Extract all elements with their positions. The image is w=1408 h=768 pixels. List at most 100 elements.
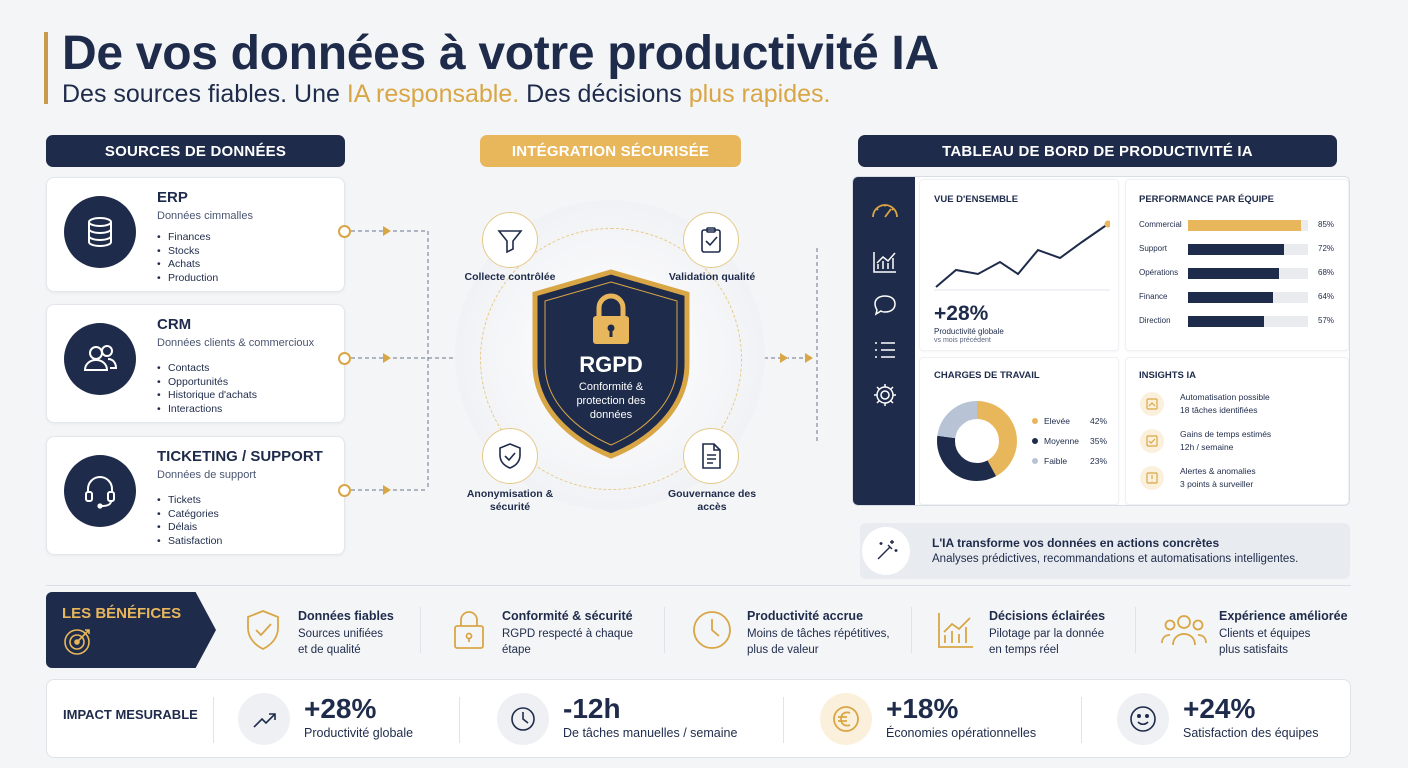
- legend-value: 35%: [1090, 436, 1108, 446]
- impact-value: -12h: [563, 693, 621, 724]
- divider: [1081, 697, 1082, 743]
- title-accent-bar: [44, 32, 48, 104]
- panel-title: CHARGES DE TRAVAIL: [934, 370, 1040, 381]
- benefit-line: et de qualité: [298, 644, 361, 656]
- legend-label: Moyenne: [1044, 436, 1079, 446]
- chart-icon[interactable]: [871, 249, 899, 280]
- overview-sublabel: vs mois précédent: [934, 337, 991, 344]
- list-item: Contacts: [157, 362, 257, 376]
- list-item: Achats: [157, 258, 218, 272]
- source-card-crm: CRM Données clients & commercioux Contac…: [46, 304, 345, 423]
- database-icon: [64, 196, 136, 268]
- donut-slice: [937, 401, 1017, 481]
- sources-section-header: SOURCES DE DONNÉES: [46, 135, 345, 167]
- clipboard-check-icon: [683, 212, 739, 268]
- bar-fill: [1188, 292, 1274, 303]
- benefit-line: Clients et équipes: [1219, 628, 1311, 640]
- bar-fill: [1188, 244, 1284, 255]
- divider: [664, 607, 665, 653]
- insight-icon: [1140, 466, 1164, 490]
- legend-label: Faible: [1044, 456, 1068, 466]
- impact-item-label: De tâches manuelles / semaine: [563, 726, 738, 740]
- banner-title: L'IA transforme vos données en actions c…: [932, 536, 1220, 550]
- section-divider: [46, 585, 1351, 586]
- benefit-title: Productivité accrue: [747, 609, 864, 623]
- divider: [783, 697, 784, 743]
- divider: [420, 607, 421, 653]
- divider: [1135, 607, 1136, 653]
- euro-icon: [820, 693, 872, 745]
- benefit-title: Données fiables: [298, 609, 394, 623]
- benefit-line: RGPD respecté à chaque: [502, 628, 634, 640]
- legend-dot: [1032, 458, 1038, 464]
- panel-title: INSIGHTS IA: [1139, 370, 1197, 381]
- list-item: Finances: [157, 231, 218, 245]
- subtitle-highlight: plus rapides.: [688, 80, 831, 108]
- list-item: Stocks: [157, 245, 218, 259]
- shield-check-icon: [482, 428, 538, 484]
- benefit-line: Sources unifiées: [298, 628, 384, 640]
- panel-title: VUE D'ENSEMBLE: [934, 194, 1019, 205]
- benefits-tag-label: LES BÉNÉFICES: [62, 605, 182, 622]
- list-item: Production: [157, 272, 218, 286]
- dashboard-window: VUE D'ENSEMBLE +28% Productivité globale…: [852, 176, 1350, 506]
- overview-trend-line: [934, 220, 1110, 291]
- impact-item-label: Satisfaction des équipes: [1183, 726, 1319, 740]
- rgpd-text: Conformité & protection des données: [576, 381, 646, 421]
- workload-panel: CHARGES DE TRAVAIL Elevée 42% Moyenne 35% Fa…: [919, 357, 1119, 505]
- source-items: Contacts Opportunités Historique d'achat…: [157, 362, 257, 416]
- step-label: Validation qualité: [668, 271, 756, 283]
- list-item: Interactions: [157, 403, 257, 417]
- bar-value: 68%: [1318, 268, 1335, 277]
- legend-value: 42%: [1090, 416, 1108, 426]
- source-subtitle: Données clients & commercioux: [157, 337, 315, 349]
- page-title: De vos données à votre productivité IA: [62, 27, 939, 80]
- impact-value: +28%: [304, 693, 377, 724]
- clock-icon: [690, 608, 734, 657]
- list-item: Historique d'achats: [157, 389, 257, 403]
- target-icon: [62, 625, 94, 662]
- chat-icon[interactable]: [871, 293, 899, 324]
- headset-icon: [64, 455, 136, 527]
- source-items: Tickets Catégories Délais Satisfaction: [157, 494, 222, 548]
- insight-detail: 3 points à surveiller: [1180, 479, 1254, 489]
- benefit-line: étape: [502, 644, 531, 656]
- divider: [911, 607, 912, 653]
- bar-value: 72%: [1318, 244, 1335, 253]
- workload-donut: [937, 401, 1017, 481]
- insight-detail: 18 tâches identifiées: [1180, 405, 1258, 415]
- list-icon[interactable]: [871, 337, 899, 368]
- benefit-title: Expérience améliorée: [1219, 609, 1348, 623]
- rgpd-title: RGPD: [579, 352, 643, 377]
- bar-fill: [1188, 220, 1302, 231]
- connector-dot: [338, 225, 351, 238]
- benefit-line: en temps réel: [989, 644, 1059, 656]
- team-name: Commercial: [1139, 220, 1182, 229]
- clock-icon: [497, 693, 549, 745]
- impact-label: IMPACT MESURABLE: [63, 707, 198, 722]
- overview-panel: VUE D'ENSEMBLE +28% Productivité globale…: [919, 179, 1119, 351]
- bar-value: 64%: [1318, 292, 1335, 301]
- impact-bar: IMPACT MESURABLE +28% Productivité globa…: [46, 679, 1351, 758]
- trend-up-icon: [238, 693, 290, 745]
- insight-title: Alertes & anomalies: [1180, 466, 1256, 476]
- insight-title: Automatisation possible: [1180, 392, 1270, 402]
- insight-icon: [1140, 429, 1164, 453]
- source-card-erp: ERP Données cimmalles Finances Stocks Ac…: [46, 177, 345, 292]
- gauge-icon[interactable]: [870, 197, 900, 226]
- source-subtitle: Données cimmalles: [157, 210, 253, 222]
- ai-banner: L'IA transforme vos données en actions c…: [860, 523, 1350, 579]
- connector-dot: [338, 352, 351, 365]
- overview-value: +28%: [934, 302, 989, 325]
- lock-icon: [450, 608, 488, 657]
- source-title: TICKETING / SUPPORT: [157, 448, 323, 465]
- legend-dot: [1032, 438, 1038, 444]
- overview-label: Productivité globale: [934, 327, 1004, 336]
- bar-fill: [1188, 316, 1264, 327]
- team-name: Opérations: [1139, 268, 1179, 277]
- list-item: Satisfaction: [157, 535, 222, 549]
- settings-icon[interactable]: [871, 381, 899, 414]
- bar-fill: [1188, 268, 1279, 279]
- benefit-line: Pilotage par la donnée: [989, 628, 1105, 640]
- source-title: CRM: [157, 316, 192, 333]
